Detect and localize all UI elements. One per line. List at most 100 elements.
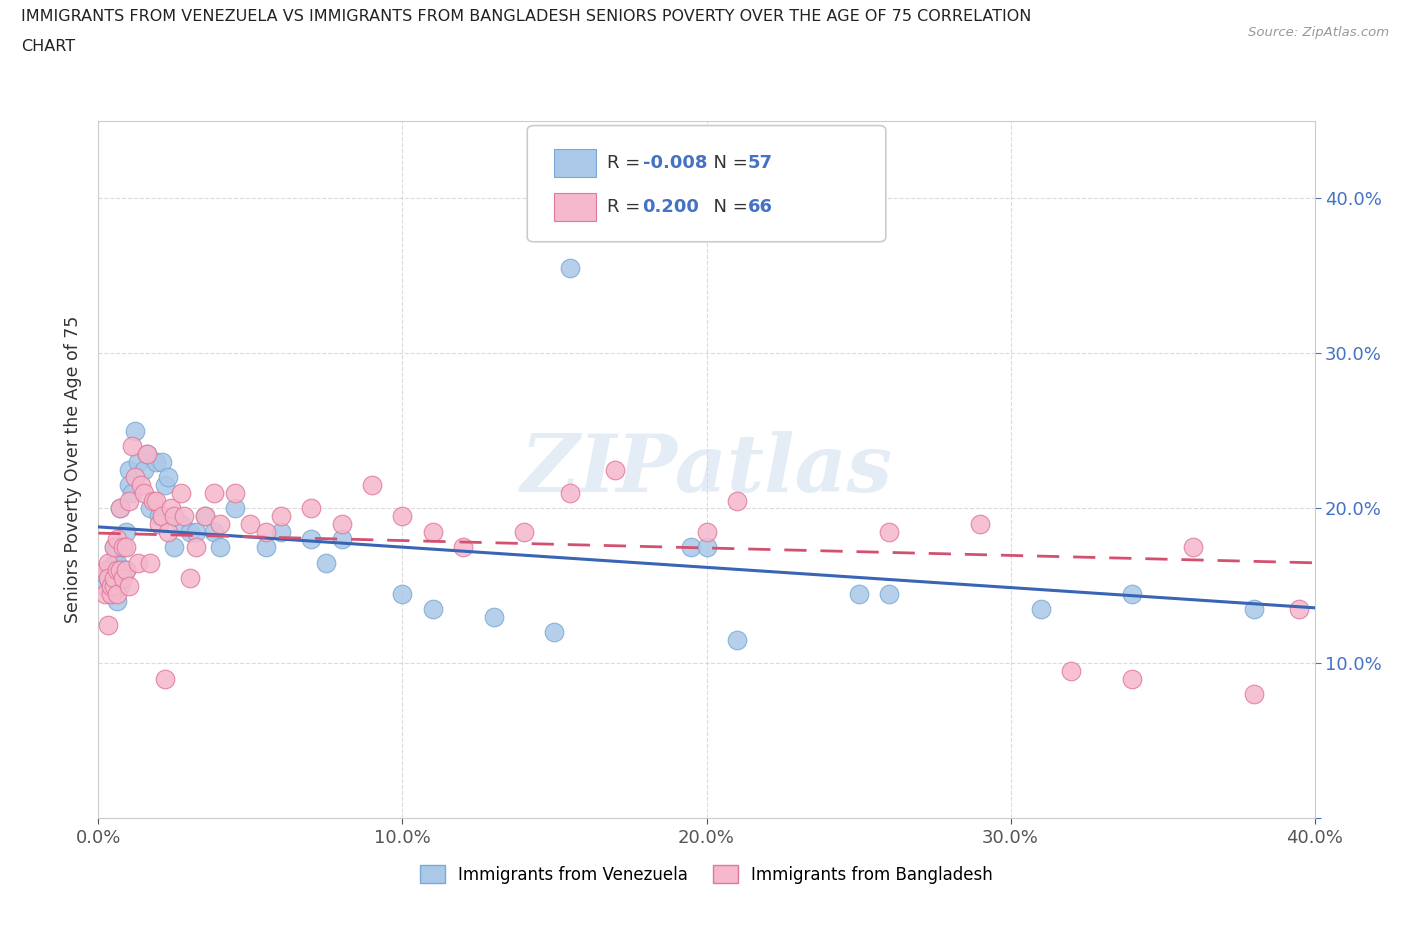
Point: [163, 539, 186, 554]
Point: [100, 578, 122, 593]
Point: [139, 555, 162, 570]
Point: [179, 571, 201, 586]
Point: [132, 462, 155, 477]
Point: [155, 478, 177, 493]
Point: [513, 525, 536, 539]
Point: [155, 671, 177, 686]
Point: [96, 571, 118, 586]
Point: [142, 493, 165, 508]
Point: [605, 462, 627, 477]
Point: [114, 525, 136, 539]
Point: [114, 563, 136, 578]
Point: [127, 555, 149, 570]
Point: [118, 493, 141, 508]
Point: [93, 586, 115, 601]
Point: [139, 501, 162, 516]
Point: [173, 509, 195, 524]
Point: [299, 501, 322, 516]
Legend: Immigrants from Venezuela, Immigrants from Bangladesh: Immigrants from Venezuela, Immigrants fr…: [413, 858, 1000, 890]
Point: [100, 578, 122, 593]
Point: [103, 539, 125, 554]
Point: [422, 602, 444, 617]
Point: [194, 509, 217, 524]
Point: [1121, 586, 1143, 601]
Point: [202, 525, 225, 539]
Point: [224, 501, 246, 516]
Point: [725, 632, 748, 647]
Point: [108, 501, 131, 516]
Text: R =: R =: [607, 198, 652, 216]
Point: [145, 493, 167, 508]
Point: [330, 532, 353, 547]
Point: [121, 485, 143, 500]
Point: [169, 516, 191, 531]
Point: [877, 525, 900, 539]
Point: [270, 525, 292, 539]
Point: [681, 539, 703, 554]
Point: [184, 539, 207, 554]
Point: [150, 455, 173, 470]
Point: [543, 625, 565, 640]
Point: [1121, 671, 1143, 686]
Point: [391, 509, 413, 524]
Point: [786, 222, 808, 237]
Point: [136, 446, 159, 461]
Point: [111, 539, 134, 554]
Text: N =: N =: [702, 154, 754, 172]
Point: [696, 539, 718, 554]
Point: [103, 555, 125, 570]
Point: [127, 455, 149, 470]
Point: [105, 586, 128, 601]
Point: [108, 563, 131, 578]
Point: [422, 525, 444, 539]
Point: [969, 516, 991, 531]
Point: [103, 578, 125, 593]
Point: [103, 539, 125, 554]
Point: [132, 485, 155, 500]
Point: [105, 594, 128, 609]
Text: 57: 57: [748, 154, 773, 172]
Point: [453, 539, 475, 554]
Point: [136, 446, 159, 461]
Text: IMMIGRANTS FROM VENEZUELA VS IMMIGRANTS FROM BANGLADESH SENIORS POVERTY OVER THE: IMMIGRANTS FROM VENEZUELA VS IMMIGRANTS …: [21, 9, 1032, 24]
Point: [108, 501, 131, 516]
Point: [111, 563, 134, 578]
Point: [209, 539, 232, 554]
Point: [558, 485, 581, 500]
Point: [1029, 602, 1052, 617]
Text: N =: N =: [702, 198, 754, 216]
Point: [145, 455, 167, 470]
Point: [315, 555, 337, 570]
Point: [118, 478, 141, 493]
Point: [124, 470, 146, 485]
Point: [848, 586, 870, 601]
Point: [100, 586, 122, 601]
Point: [100, 586, 122, 601]
Point: [725, 493, 748, 508]
Point: [96, 571, 118, 586]
Point: [93, 578, 115, 593]
Point: [1243, 602, 1265, 617]
Point: [209, 516, 232, 531]
Point: [100, 563, 122, 578]
Point: [108, 578, 131, 593]
Point: [114, 539, 136, 554]
Point: [157, 470, 180, 485]
Point: [254, 525, 277, 539]
Point: [330, 516, 353, 531]
Point: [179, 525, 201, 539]
Point: [239, 516, 262, 531]
Point: [148, 516, 170, 531]
Point: [103, 571, 125, 586]
Point: [194, 509, 217, 524]
Point: [111, 539, 134, 554]
Point: [270, 509, 292, 524]
Point: [150, 509, 173, 524]
Text: CHART: CHART: [21, 39, 75, 54]
Point: [114, 563, 136, 578]
Point: [184, 525, 207, 539]
Point: [96, 555, 118, 570]
Point: [224, 485, 246, 500]
Point: [254, 539, 277, 554]
Text: 66: 66: [748, 198, 773, 216]
